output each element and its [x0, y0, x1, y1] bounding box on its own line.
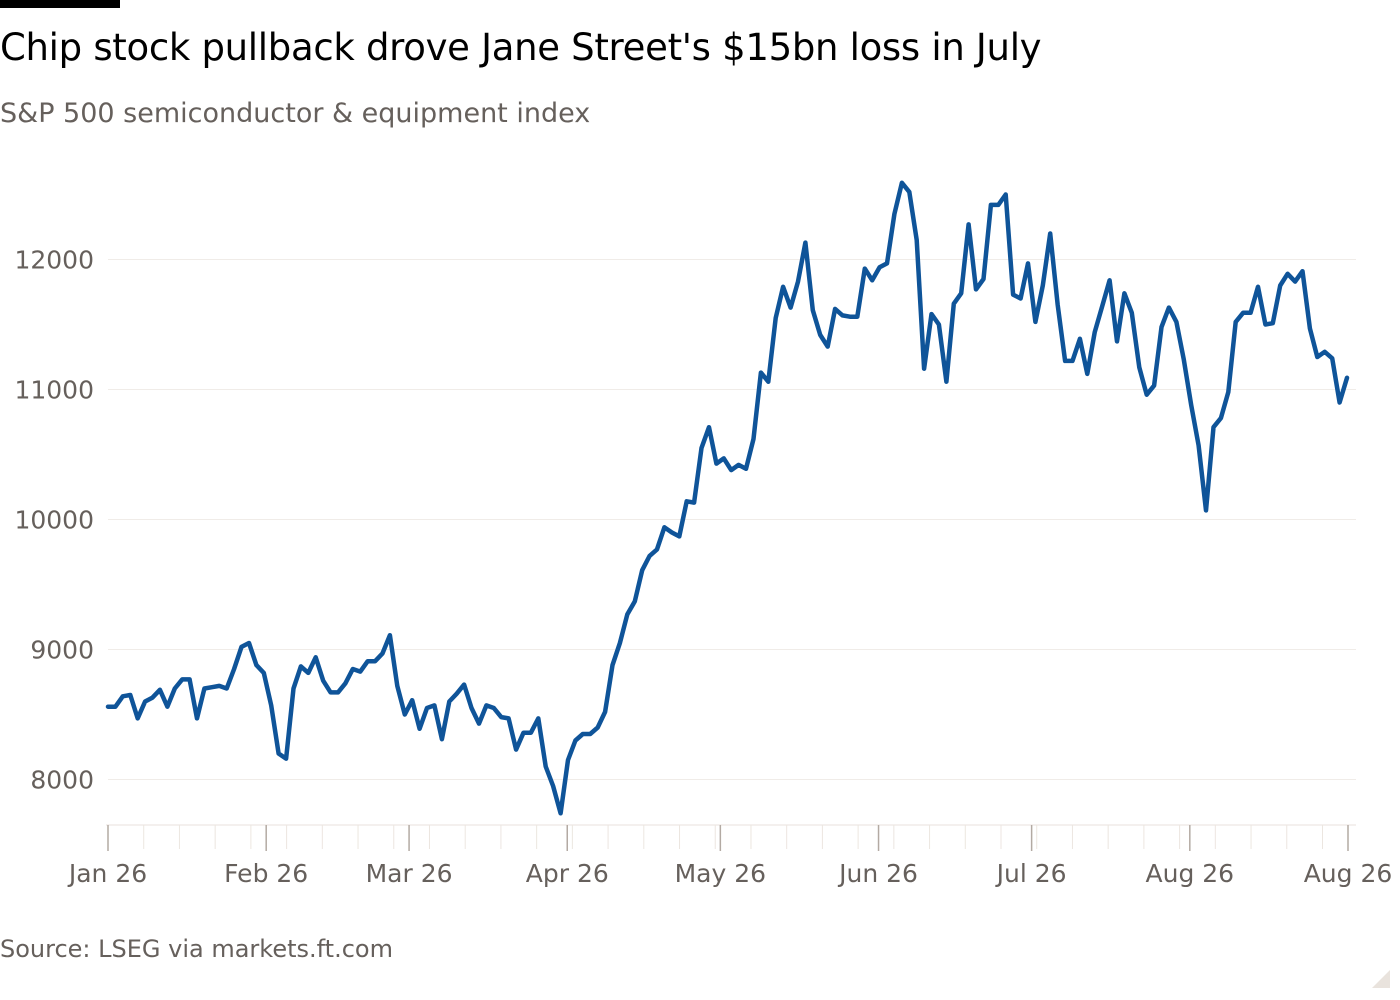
x-tick-label: Apr 26 — [526, 859, 609, 888]
x-tick-label: Aug 26 — [1304, 859, 1393, 888]
chart-subtitle: S&P 500 semiconductor & equipment index — [0, 98, 591, 129]
x-tick-label: Jul 26 — [995, 859, 1067, 888]
x-tick-label: May 26 — [675, 859, 766, 888]
series-line — [105, 180, 1350, 816]
y-tick-label: 12000 — [14, 246, 94, 275]
line-chart: 8000 9000 10000 11000 12000 Jan 26 Feb 26 Mar … — [14, 180, 1393, 888]
y-tick-label: 10000 — [14, 506, 94, 535]
y-tick-label: 9000 — [30, 636, 94, 665]
chart-title: Chip stock pullback drove Jane Street's … — [0, 26, 1042, 69]
gridlines — [108, 259, 1356, 780]
source-note: Source: LSEG via markets.ft.com — [0, 935, 393, 963]
x-tick-label: Aug 26 — [1146, 859, 1235, 888]
top-accent-bar — [0, 0, 120, 8]
x-tick-label: Feb 26 — [224, 859, 308, 888]
series-layer — [105, 180, 1350, 816]
y-tick-label: 11000 — [14, 376, 94, 405]
y-axis-ticks: 8000 9000 10000 11000 12000 — [14, 246, 94, 795]
x-tick-label: Jan 26 — [67, 859, 147, 888]
x-tick-label: Jun 26 — [837, 859, 918, 888]
x-axis: Jan 26 Feb 26 Mar 26 Apr 26 May 26 Jun 26 Jul … — [67, 824, 1393, 888]
x-tick-label: Mar 26 — [366, 859, 453, 888]
y-tick-label: 8000 — [30, 766, 94, 795]
corner-mark — [1372, 970, 1390, 988]
